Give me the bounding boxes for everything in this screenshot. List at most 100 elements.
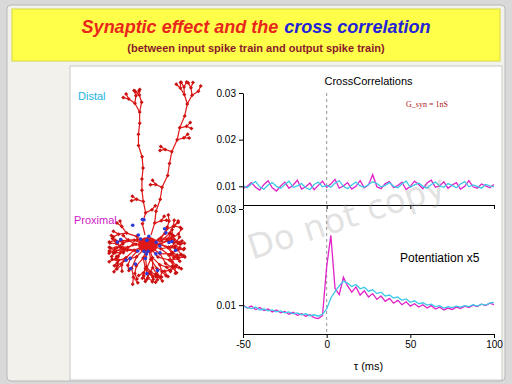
node: [182, 254, 186, 258]
y-tick-mark: [239, 140, 243, 141]
node: [107, 260, 111, 264]
node: [111, 235, 115, 239]
node: [121, 251, 125, 255]
synapse: [146, 238, 150, 242]
node: [130, 266, 134, 270]
neuron: [107, 80, 203, 286]
slide-panel: [7, 5, 505, 381]
node: [163, 231, 167, 235]
node: [148, 183, 152, 187]
synapse: [154, 252, 158, 256]
x-tick: -50: [236, 334, 251, 350]
node: [124, 92, 128, 96]
node: [111, 229, 115, 233]
node: [154, 275, 158, 279]
x-tick-mark: [494, 334, 495, 338]
y-tick: 0.01: [217, 300, 243, 311]
y-axis-line: [243, 94, 244, 206]
x-axis: -50050100: [236, 334, 503, 350]
node: [173, 271, 177, 275]
x-tick: [494, 205, 495, 209]
x-axis-title: τ (ms): [354, 360, 383, 372]
node: [180, 227, 184, 231]
node: [166, 213, 170, 217]
dendrite: [170, 152, 172, 164]
node: [115, 267, 119, 271]
node: [160, 279, 164, 283]
node: [151, 178, 155, 182]
node: [191, 81, 195, 85]
node: [179, 80, 183, 84]
dendrite: [168, 164, 170, 176]
node: [138, 87, 142, 91]
node: [121, 96, 125, 100]
node: [128, 257, 132, 261]
node: [121, 233, 125, 237]
y-tick-label: 0.02: [217, 134, 237, 145]
node: [166, 274, 170, 278]
node: [177, 235, 181, 239]
node: [109, 246, 113, 250]
dendrite: [151, 223, 155, 235]
y-tick-mark: [239, 186, 243, 187]
x-tick-mark: [243, 334, 244, 338]
annotation: G_syn = 1nS: [406, 100, 448, 109]
dendrite: [135, 103, 140, 112]
x-tick-mark: [327, 334, 328, 338]
node: [170, 251, 174, 255]
synapse: [174, 249, 178, 253]
node: [186, 81, 190, 85]
node: [151, 277, 155, 281]
synapse: [129, 267, 133, 271]
synapse: [164, 231, 168, 235]
soma: [138, 237, 158, 253]
content-frame: [70, 66, 502, 380]
dendrite: [136, 258, 143, 266]
synapse: [170, 240, 174, 244]
node: [158, 148, 162, 152]
synapse: [154, 241, 158, 245]
reference-line: [326, 93, 327, 205]
x-tick-mark: [410, 334, 411, 338]
node: [187, 136, 191, 140]
synapse: [142, 218, 146, 222]
node: [130, 199, 134, 203]
synapse: [124, 258, 128, 262]
synapse: [134, 262, 138, 266]
node: [119, 245, 123, 249]
node: [182, 247, 186, 251]
node: [182, 247, 186, 251]
dendrite: [160, 187, 162, 199]
x-axis-line: [244, 334, 495, 335]
node: [119, 239, 123, 243]
node: [112, 264, 116, 268]
synapse: [146, 250, 150, 254]
title: Synaptic effect and thecross correlation: [82, 17, 431, 37]
synapse: [119, 238, 123, 242]
dendrite: [151, 259, 157, 268]
synapse: [144, 257, 148, 261]
node: [171, 234, 175, 238]
y-tick-label: 0.03: [217, 204, 237, 215]
node: [159, 145, 163, 149]
y-tick: 0.02: [217, 134, 243, 145]
background: [0, 0, 512, 384]
node: [154, 280, 158, 284]
node: [199, 84, 203, 88]
synapse: [156, 269, 160, 273]
synapse: [163, 227, 167, 231]
dendrite: [185, 104, 188, 116]
dendrite: [177, 128, 180, 140]
synapse: [142, 250, 146, 254]
y-tick-mark: [239, 209, 243, 210]
dendrite: [187, 95, 192, 104]
node: [115, 261, 119, 265]
synapse: [136, 249, 140, 253]
x-tick: [243, 205, 244, 209]
node: [111, 251, 115, 255]
y-tick-label: 0.01: [217, 181, 237, 192]
x-tick-mark: [243, 205, 244, 209]
synapse: [137, 233, 141, 237]
x-tick-label: 100: [486, 339, 503, 350]
node: [174, 82, 178, 86]
